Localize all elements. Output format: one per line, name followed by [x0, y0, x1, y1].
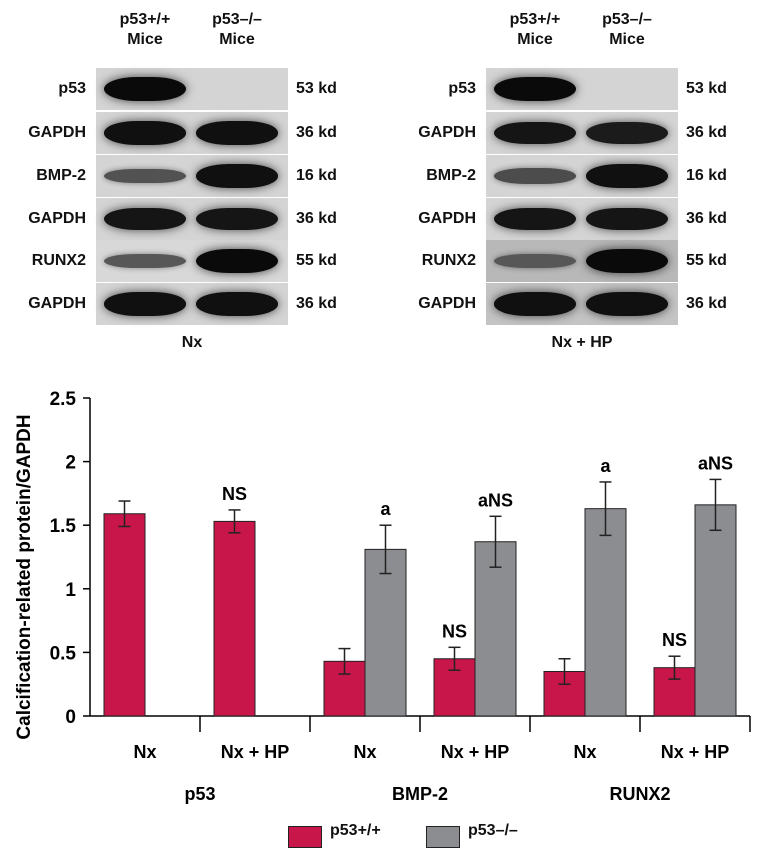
- blot-band-wt: [104, 168, 186, 184]
- blot-band-ko: [196, 121, 278, 145]
- blot-header-wt: p53+/+ Mice: [509, 11, 561, 48]
- blot-row-label: GAPDH: [418, 124, 476, 141]
- blot-band-wt: [494, 292, 576, 316]
- blot-kd-label: 53 kd: [296, 80, 337, 97]
- blot-band-ko: [196, 164, 278, 188]
- blot-kd-label: 36 kd: [296, 210, 337, 227]
- bar: [364, 548, 407, 717]
- blot-row-label: GAPDH: [418, 210, 476, 227]
- x-tick-label: Nx: [133, 742, 156, 762]
- significance-label: a: [600, 456, 611, 476]
- blot-condition-label: Nx + HP: [551, 334, 613, 351]
- blot-row-label: p53: [448, 80, 476, 97]
- blot-band-ko: [196, 207, 278, 231]
- significance-label: NS: [662, 630, 687, 650]
- blot-band-wt: [494, 77, 576, 101]
- x-tick-label: Nx + HP: [661, 742, 730, 762]
- bar: [103, 513, 146, 717]
- bar: [694, 504, 737, 717]
- blot-band-ko: [586, 249, 668, 273]
- blot-kd-label: 16 kd: [686, 167, 727, 184]
- y-tick-label: 2.5: [50, 389, 77, 410]
- blot-band-ko: [586, 292, 668, 316]
- blot-row-label: GAPDH: [28, 124, 86, 141]
- x-tick-label: Nx + HP: [441, 742, 510, 762]
- bar: [474, 541, 517, 717]
- x-tick-label: Nx: [353, 742, 376, 762]
- legend-label-p53-ko: p53–/–: [468, 822, 518, 839]
- legend-swatch-p53-ko: [426, 826, 460, 848]
- blot-band-ko: [196, 249, 278, 273]
- blot-kd-label: 55 kd: [296, 252, 337, 269]
- significance-label: aNS: [478, 490, 513, 510]
- blot-row-label: GAPDH: [28, 210, 86, 227]
- blot-kd-label: 36 kd: [296, 295, 337, 312]
- blot-kd-label: 53 kd: [686, 80, 727, 97]
- blot-band-wt: [104, 292, 186, 316]
- group-label: BMP-2: [392, 784, 448, 804]
- blot-kd-label: 36 kd: [686, 210, 727, 227]
- blot-row-label: RUNX2: [421, 252, 476, 269]
- group-label: RUNX2: [609, 784, 670, 804]
- y-tick-label: 0.5: [50, 643, 77, 664]
- blot-band-wt: [104, 77, 186, 101]
- significance-label: aNS: [698, 453, 733, 473]
- x-tick-label: Nx: [573, 742, 596, 762]
- y-tick-label: 0: [65, 707, 76, 728]
- blot-condition-label: Nx: [181, 334, 203, 351]
- y-tick-label: 1: [65, 580, 76, 601]
- blot-kd-label: 16 kd: [296, 167, 337, 184]
- legend-label-p53-wt: p53+/+: [330, 822, 381, 839]
- y-tick-label: 2: [65, 453, 76, 474]
- blot-kd-label: 55 kd: [686, 252, 727, 269]
- bar: [584, 508, 627, 717]
- group-label: p53: [184, 784, 215, 804]
- blot-row-label: BMP-2: [426, 167, 476, 184]
- significance-label: NS: [222, 484, 247, 504]
- blot-row-label: BMP-2: [36, 167, 86, 184]
- blot-row-label: GAPDH: [28, 295, 86, 312]
- legend-swatch-p53-wt: [288, 826, 322, 848]
- blot-row-label: RUNX2: [31, 252, 86, 269]
- significance-label: a: [380, 499, 391, 519]
- y-axis-label: Calcification-related protein/GAPDH: [14, 414, 35, 739]
- blot-band-wt: [494, 121, 576, 145]
- blot-band-wt: [104, 253, 186, 269]
- blot-kd-label: 36 kd: [686, 295, 727, 312]
- blot-band-ko: [586, 122, 668, 144]
- bar: [433, 658, 476, 717]
- blot-band-wt: [104, 207, 186, 231]
- blot-band-ko: [196, 292, 278, 316]
- blot-band-wt: [494, 253, 576, 269]
- blot-band-ko: [586, 164, 668, 188]
- blot-header-wt: p53+/+ Mice: [119, 11, 171, 48]
- bar: [213, 520, 256, 717]
- significance-label: NS: [442, 621, 467, 641]
- blot-header-ko: p53–/– Mice: [602, 11, 652, 48]
- blot-band-wt: [494, 207, 576, 231]
- blot-band-wt: [104, 121, 186, 145]
- bar-chart: 0 0.5 1 1.5 2 2.5 Calcification-related protei…: [14, 389, 751, 804]
- blot-row-label: GAPDH: [418, 295, 476, 312]
- blot-kd-label: 36 kd: [296, 124, 337, 141]
- y-tick-label: 1.5: [50, 516, 77, 537]
- blot-band-wt: [494, 168, 576, 184]
- blot-header-ko: p53–/– Mice: [212, 11, 262, 48]
- blot-kd-label: 36 kd: [686, 124, 727, 141]
- blot-band-ko: [586, 207, 668, 231]
- x-tick-label: Nx + HP: [221, 742, 290, 762]
- blot-row-label: p53: [58, 80, 86, 97]
